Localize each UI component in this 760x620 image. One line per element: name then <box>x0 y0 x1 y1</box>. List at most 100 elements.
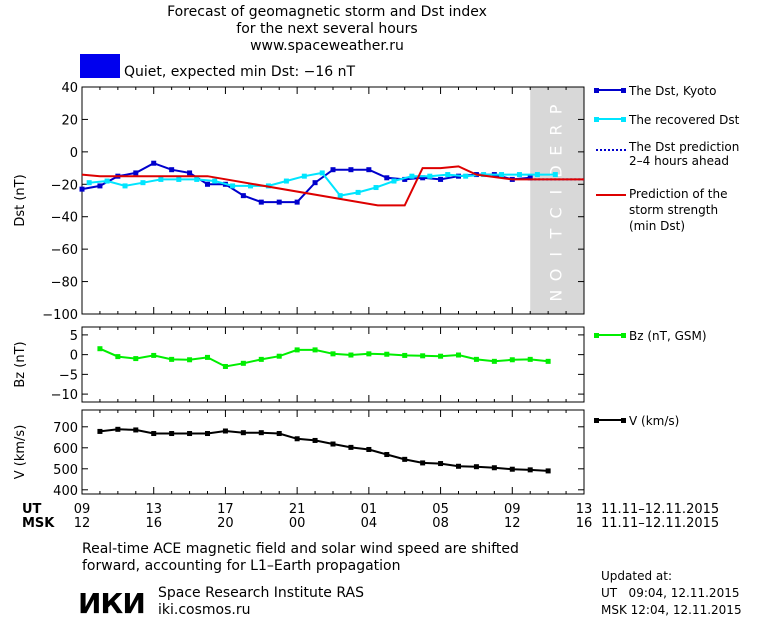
msk-label: MSK <box>22 516 55 531</box>
v-series-0-point <box>330 441 336 447</box>
bz-ytick-label: −5 <box>59 368 78 383</box>
legend-label-recovered-dst: The recovered Dst <box>628 113 740 127</box>
legend-label-storm-strength: Prediction of the storm strength (min Dst) <box>629 187 728 233</box>
dst-ytick-label: 0 <box>70 146 78 161</box>
bz-series-0-point <box>205 354 210 360</box>
source-url: www.spaceweather.ru <box>250 38 404 54</box>
legend-marker-bz <box>621 333 626 338</box>
v-series-0-point <box>133 427 139 433</box>
dst-ytick-label: −40 <box>51 211 78 226</box>
prediction-letter: R <box>547 124 566 135</box>
ut-label: UT <box>22 502 42 517</box>
bz-series-0-point <box>384 351 390 357</box>
bz-series-0-point <box>348 352 354 358</box>
bz-series-0-line <box>99 347 549 368</box>
legend-item-bz: Bz (nT, GSM) <box>594 329 707 343</box>
v-series-0-line <box>99 428 549 472</box>
v-series-0-point <box>402 456 408 462</box>
prediction-letter: I <box>547 190 566 195</box>
dst-series-1-point <box>301 173 307 179</box>
prediction-letter: C <box>547 207 566 218</box>
dst-series-0-point <box>527 175 533 181</box>
dst-series-1-point <box>534 172 540 178</box>
ut-tick-label: 09 <box>74 502 91 517</box>
prediction-letter: I <box>547 252 566 257</box>
legend-marker-v <box>594 418 599 423</box>
legend-item-storm-strength: Prediction of the storm strength (min Dst) <box>596 187 728 233</box>
v-series-0-point <box>473 464 479 470</box>
dst-series-1-point <box>409 173 415 179</box>
v-series-0-point <box>384 452 390 458</box>
prediction-letter: E <box>547 146 566 156</box>
legend-item-v: V (km/s) <box>594 414 679 428</box>
v-series-0-point <box>97 428 103 434</box>
institute-site[interactable]: iki.cosmos.ru <box>158 602 250 618</box>
v-series-0-point <box>456 463 461 469</box>
status-text: Quiet, expected min Dst: −16 nT <box>124 64 356 80</box>
legend-label-bz: Bz (nT, GSM) <box>629 329 707 343</box>
chart-title-line2: for the next several hours <box>236 21 417 37</box>
dst-y-axis-title: Dst (nT) <box>13 174 28 226</box>
dst-series-0-point <box>97 183 103 189</box>
legend-item-dst-prediction: The Dst prediction 2–4 hours ahead <box>596 140 739 168</box>
msk-tick-label: 16 <box>145 516 162 531</box>
v-series-0-point <box>240 430 246 436</box>
iki-logo: ИКИ <box>78 587 145 620</box>
dst-frame <box>81 86 585 315</box>
v-series-0-point <box>151 431 157 437</box>
v-series-0-point <box>276 431 282 437</box>
legend-item-recovered-dst: The recovered Dst <box>594 113 740 127</box>
dst-series-0-point <box>205 181 210 187</box>
v-series-0-point <box>187 431 193 437</box>
dst-series-1-point <box>140 180 146 186</box>
updated-label: Updated at: <box>601 569 672 583</box>
updated-ut: UT 09:04, 12.11.2015 <box>601 586 739 600</box>
legend-item-dst-kyoto: The Dst, Kyoto <box>594 84 716 98</box>
dst-series-0-point <box>420 175 426 181</box>
legend-marker-dst-kyoto <box>594 88 599 93</box>
v-series-0-point <box>438 461 444 467</box>
msk-tick-label: 04 <box>361 516 378 531</box>
v-series-0-point <box>491 465 497 471</box>
dst-series-1-point <box>86 180 92 186</box>
v-series-0-point <box>222 428 228 434</box>
msk-tick-label: 20 <box>217 516 234 531</box>
prediction-letter: P <box>547 104 566 114</box>
v-series-0-point <box>348 444 354 450</box>
dst-series-1-point <box>552 172 558 178</box>
ut-tick-label: 17 <box>217 502 234 517</box>
bz-series-0-point <box>545 358 551 364</box>
dst-series-0-point <box>312 180 318 186</box>
v-ytick-label: 500 <box>53 463 78 478</box>
legend-marker-v <box>621 418 626 423</box>
dst-series-1-point <box>283 178 289 184</box>
bz-series-0-point <box>312 347 318 353</box>
bz-ytick-label: 0 <box>70 349 78 364</box>
prediction-letter: N <box>547 290 566 302</box>
dst-series-0-point <box>348 167 354 173</box>
v-frame <box>81 409 585 495</box>
bz-ytick-label: 5 <box>70 329 78 344</box>
msk-tick-label: 08 <box>432 516 449 531</box>
legend-label-dst-prediction: The Dst prediction 2–4 hours ahead <box>628 140 739 168</box>
bz-series-0-point <box>294 347 300 353</box>
bz-panel: 5 0 −5 −10 Bz (nT) <box>13 326 585 403</box>
ut-tick-label: 13 <box>576 502 593 517</box>
v-series-0-point <box>258 430 264 436</box>
dst-series-0-point <box>276 199 282 205</box>
msk-date-range: 11.11–12.11.2015 <box>601 516 719 531</box>
v-panel: 700 600 500 400 V (km/s) <box>13 409 585 499</box>
dst-series-0-point <box>366 167 372 173</box>
legend-label-line: storm strength <box>629 203 718 217</box>
ut-tick-label: 13 <box>145 502 162 517</box>
bz-ytick-label: −10 <box>51 388 78 403</box>
bz-series-0-point <box>420 353 426 359</box>
bz-series-0-point <box>473 356 479 362</box>
dst-series-1-point <box>337 193 343 199</box>
dst-series-1-point <box>516 172 522 178</box>
v-series-0-point <box>169 431 175 437</box>
bz-series-0-point <box>187 357 193 363</box>
bz-series-0-point <box>133 356 139 362</box>
dst-series-1-point <box>355 189 361 195</box>
